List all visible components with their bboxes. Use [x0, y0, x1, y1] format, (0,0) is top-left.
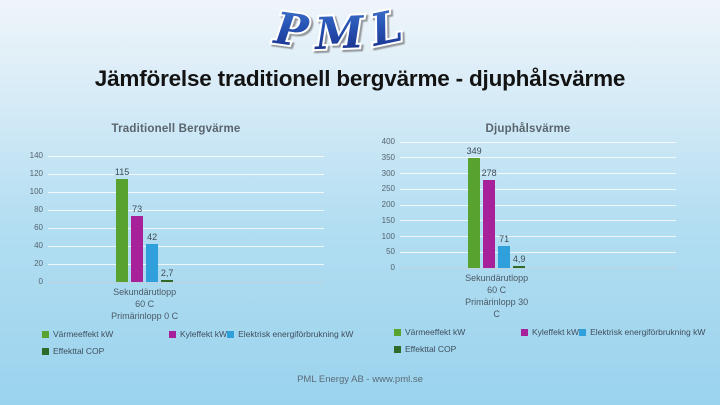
ytick-label: 350	[381, 152, 395, 162]
bar-value-label: 73	[132, 204, 143, 215]
legend-swatch-icon	[521, 328, 528, 336]
category-axis-label: Sekundärutlopp 60 C Primärinlopp 30 C	[427, 272, 567, 320]
footer-text: PML Energy AB - www.pml.se	[297, 374, 423, 385]
gridline	[400, 157, 676, 159]
chart-title: Djuphålsvärme	[485, 123, 571, 135]
bar-series-1	[468, 158, 481, 268]
gridline	[400, 220, 676, 222]
legend-item: Värmeeffekt kW	[42, 329, 169, 339]
legend-label: Kyleffekt kW	[180, 329, 228, 339]
legend: Värmeeffekt kW Kyleffekt kW Elektrisk ener…	[394, 327, 706, 354]
legend-swatch-icon	[42, 330, 49, 338]
legend-item: Effekttal COP	[394, 344, 456, 354]
legend-item: Elektrisk energiförbrukning kW	[579, 327, 705, 337]
bar-value-label: 278	[481, 168, 497, 179]
ytick-label: 20	[34, 259, 43, 268]
legend-swatch-icon	[169, 330, 176, 338]
gridline	[400, 188, 676, 190]
legend-label: Elektrisk energiförbrukning kW	[590, 327, 706, 337]
pml-logo-icon: PML	[267, 0, 416, 62]
bar-series-2	[483, 180, 496, 268]
ytick-label: 80	[34, 205, 43, 214]
ytick-label: 150	[381, 215, 395, 225]
legend-item: Värmeeffekt kW	[394, 327, 521, 337]
ytick-label: 0	[390, 263, 395, 272]
legend-item: Kyleffekt kW	[169, 329, 227, 339]
plot-area: 0 20 40 60 80 100 120 140 115 73 42 2,7	[30, 151, 324, 286]
category-line: C	[493, 309, 500, 319]
legend-label: Elektrisk energiförbrukning kW	[238, 329, 354, 339]
legend-label: Värmeeffekt kW	[53, 329, 114, 339]
ytick-label: 140	[29, 151, 43, 160]
bar-series-2	[131, 216, 144, 282]
bar-series-3	[498, 245, 511, 268]
gridline	[48, 245, 324, 247]
chart-title: Traditionell Bergvärme	[111, 123, 241, 135]
category-line: Sekundärutlopp	[113, 287, 177, 297]
gridline	[48, 263, 324, 265]
gridline	[400, 173, 676, 174]
legend-label: Effekttal COP	[53, 346, 105, 356]
gridline	[400, 236, 676, 237]
legend-item: Effekttal COP	[42, 346, 104, 356]
ytick-label: 0	[38, 277, 43, 286]
pml-logo: PML	[265, 0, 455, 67]
gridline	[48, 155, 324, 157]
gridline	[400, 267, 676, 269]
gridline	[400, 204, 676, 206]
legend: Värmeeffekt kW Kyleffekt kW Elektrisk ener…	[42, 329, 354, 356]
bar-value-label: 71	[499, 233, 510, 244]
gridline	[48, 209, 324, 211]
gridline	[48, 173, 324, 175]
category-line: Primärinlopp 0 C	[111, 311, 179, 321]
legend-item: Elektrisk energiförbrukning kW	[227, 329, 353, 339]
ytick-label: 250	[381, 184, 395, 194]
ytick-label: 60	[34, 223, 43, 232]
bar-value-label: 4,9	[512, 254, 526, 264]
gridline	[400, 141, 676, 143]
legend-label: Värmeeffekt kW	[405, 327, 466, 337]
bar-value-label: 349	[466, 146, 482, 157]
bar-value-label: 42	[147, 232, 158, 243]
legend-swatch-icon	[394, 345, 401, 353]
ytick-label: 400	[381, 137, 395, 146]
gridline	[48, 191, 324, 193]
gridline	[400, 251, 676, 253]
legend-swatch-icon	[394, 328, 401, 336]
gridline	[48, 281, 324, 283]
bar-series-1	[116, 178, 129, 282]
ytick-label: 40	[34, 241, 43, 250]
category-line: Primärinlopp 30	[465, 297, 529, 307]
category-line: 60 C	[135, 299, 155, 309]
bar-series-4	[513, 266, 526, 268]
slide-title: Jämförelse traditionell bergvärme - djup…	[94, 66, 626, 91]
ytick-label: 200	[381, 200, 395, 209]
category-axis-label: Sekundärutlopp 60 C Primärinlopp 0 C	[75, 286, 215, 322]
ytick-label: 100	[29, 187, 43, 196]
legend-item: Kyleffekt kW	[521, 327, 579, 337]
svg-text:PML: PML	[269, 4, 416, 60]
ytick-label: 300	[381, 168, 395, 178]
bar-value-label: 115	[114, 166, 130, 177]
category-line: Sekundärutlopp	[465, 273, 529, 283]
gridline	[48, 227, 324, 229]
ytick-label: 50	[386, 247, 395, 257]
legend-label: Kyleffekt kW	[532, 327, 580, 337]
legend-label: Effekttal COP	[405, 344, 457, 354]
ytick-label: 100	[381, 231, 395, 241]
chart-traditionell-bergvarme: Traditionell Bergvärme 0 20 40 60 80 100 120 14…	[14, 120, 354, 372]
legend-swatch-icon	[227, 330, 235, 338]
bar-series-4	[161, 279, 174, 282]
plot-area: 0 50 100 150 200 250 300 350 400 349 278 71 4,9	[382, 137, 676, 272]
ytick-label: 120	[29, 169, 43, 178]
legend-swatch-icon	[579, 328, 587, 336]
category-line: 60 C	[487, 285, 507, 295]
legend-swatch-icon	[42, 347, 49, 355]
chart-djuphalsvarme: Djuphålsvärme 0 50 100 150 200 250 300 350 400 34…	[366, 120, 706, 372]
bar-value-label: 2,7	[160, 267, 174, 278]
bar-series-3	[146, 244, 159, 282]
